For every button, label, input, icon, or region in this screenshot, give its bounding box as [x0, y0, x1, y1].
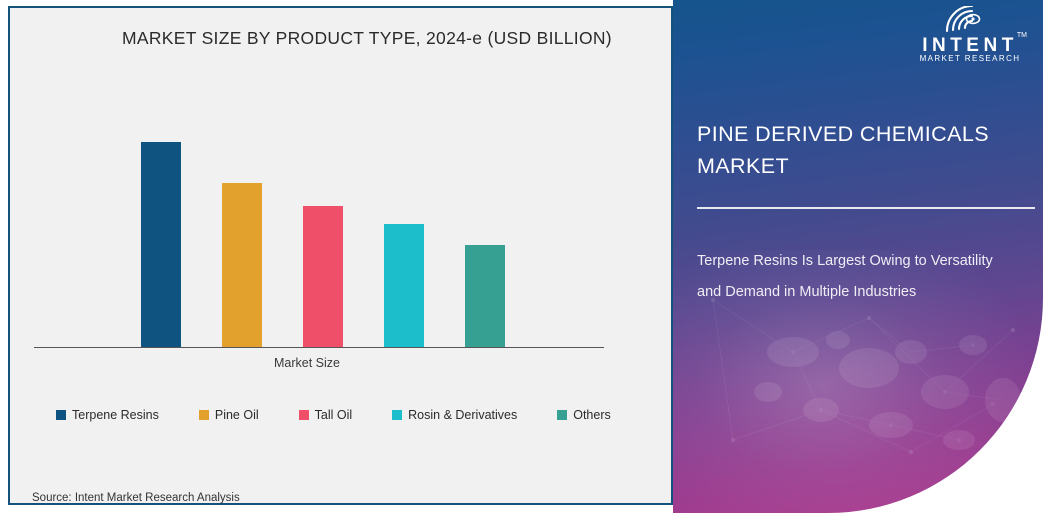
legend-item-label: Pine Oil: [214, 408, 259, 422]
bar-terpene-resins: [141, 142, 181, 347]
logo-wordmark: INTENT: [922, 35, 1018, 56]
bar-pine-oil: [222, 183, 262, 347]
legend-color-swatch: [557, 410, 568, 420]
bar-others: [465, 244, 505, 347]
legend-color-swatch: [298, 410, 309, 420]
legend-item[interactable]: Others: [557, 408, 611, 422]
bar-tall-oil: [303, 205, 343, 347]
legend-color-swatch: [392, 410, 403, 420]
source-note: Source: Intent Market Research Analysis: [32, 492, 240, 504]
legend-color-swatch: [56, 410, 66, 420]
legend-item-label: Rosin & Derivatives: [408, 408, 518, 422]
chart-card: MARKET SIZE BY PRODUCT TYPE, 2024-e (USD…: [8, 6, 673, 505]
logo-trademark: TM: [1016, 32, 1027, 39]
legend-item[interactable]: Terpene Resins: [56, 408, 159, 422]
legend-item[interactable]: Rosin & Derivatives: [392, 408, 517, 422]
legend-item[interactable]: Tall Oil: [298, 408, 353, 422]
chart-title: MARKET SIZE BY PRODUCT TYPE, 2024-e (USD…: [122, 28, 612, 48]
chart-legend: Terpene Resins Pine Oil Tall Oil Rosin & De…: [56, 408, 651, 422]
signal-waves-icon: [945, 6, 981, 33]
report-info-panel: INTENT TM MARKET RESEARCH PINE DERIVED C…: [673, 0, 1043, 513]
x-axis-line: [34, 347, 604, 348]
panel-subtitle: Terpene Resins Is Largest Owing to Versa…: [697, 253, 993, 300]
intent-market-research-logo: INTENT TM MARKET RESEARCH: [911, 6, 1029, 64]
x-axis-label: Market Size: [274, 356, 340, 370]
panel-divider: [697, 207, 1035, 209]
legend-item-label: Tall Oil: [314, 408, 353, 422]
bar-chart-plot-area: [34, 133, 604, 348]
bar-rosin-derivatives: [384, 224, 424, 347]
panel-title: PINE DERIVED CHEMICALS MARKET: [697, 122, 989, 178]
legend-color-swatch: [198, 410, 209, 420]
legend-item-label: Terpene Resins: [72, 408, 159, 422]
logo-tagline: MARKET RESEARCH: [919, 54, 1021, 63]
legend-item[interactable]: Pine Oil: [198, 408, 259, 422]
legend-item-label: Others: [573, 408, 611, 422]
